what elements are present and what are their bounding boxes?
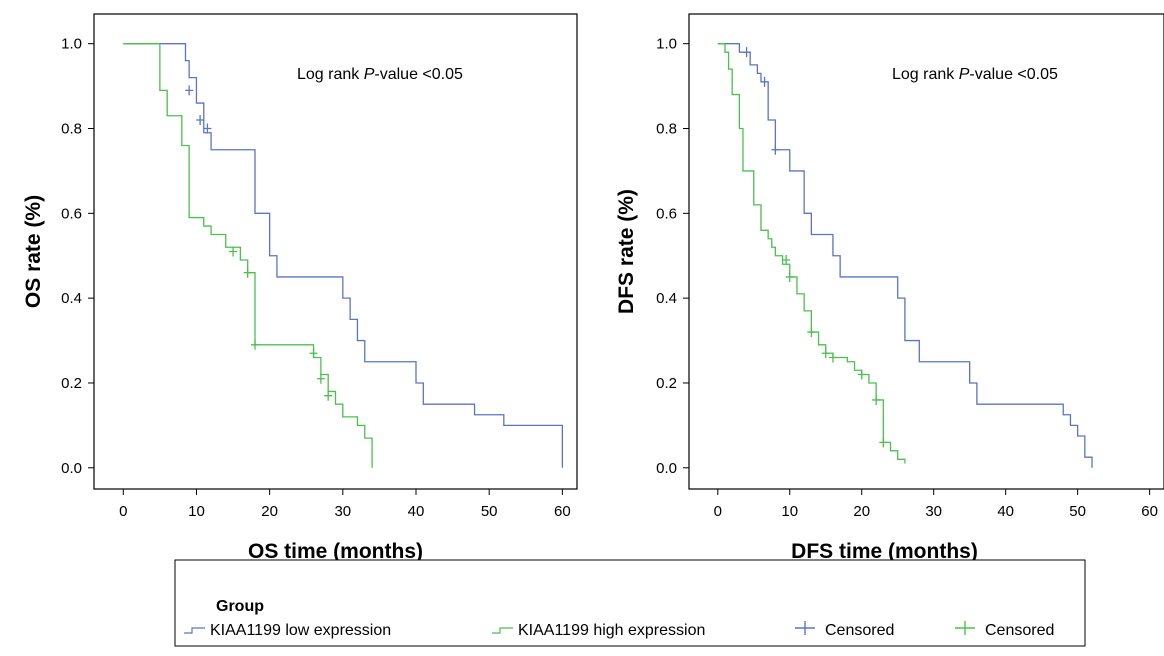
- legend-box: [174, 559, 1086, 647]
- annotation-suffix: -value <0.05: [969, 66, 1058, 83]
- os-x-axis-title: OS time (months): [248, 540, 423, 563]
- dfs-y-tick-label: 0.0: [656, 460, 677, 477]
- os-x-tick-label: 10: [188, 503, 205, 520]
- os-censor-mark-high: [243, 267, 252, 278]
- legend-censor-low-icon: [795, 621, 815, 635]
- dfs-x-tick-label: 0: [714, 503, 722, 520]
- dfs-plot-frame: [688, 13, 1164, 490]
- legend: Group KIAA1199 low expression KIAA1199 h…: [174, 559, 1086, 647]
- legend-label-low: KIAA1199 low expression: [210, 622, 391, 639]
- dfs-x-axis-title: DFS time (months): [791, 540, 978, 563]
- os-x-tick-label: 50: [481, 503, 498, 520]
- dfs-survival-curve-low: [717, 43, 1093, 468]
- os-y-tick-label: 0.0: [61, 460, 82, 477]
- dfs-censor-mark-high: [785, 271, 794, 282]
- os-x-tick-label: 30: [334, 503, 351, 520]
- os-survival-curve-high: [123, 43, 373, 468]
- os-y-tick-label: 0.6: [61, 205, 82, 222]
- annotation-italic: P: [959, 66, 970, 83]
- dfs-censor-mark-high: [879, 437, 888, 448]
- dfs-y-tick-label: 0.4: [656, 290, 677, 307]
- os-censor-mark-low: [203, 123, 212, 134]
- legend-label-censored-high: Censored: [985, 622, 1054, 639]
- dfs-y-tick-label: 0.2: [656, 375, 677, 392]
- dfs-x-tick-label: 40: [997, 503, 1014, 520]
- legend-label-censored-low: Censored: [825, 622, 894, 639]
- legend-label-high: KIAA1199 high expression: [518, 622, 705, 639]
- os-logrank-annotation: Log rank P-value <0.05: [297, 66, 463, 83]
- os-chart: 0 10 20 30 40 50 60 0.0 0.2 0.4 0.6 0.8 1.0 OS time (…: [22, 13, 578, 563]
- os-x-tick-label: 0: [119, 503, 127, 520]
- dfs-x-tick-label: 50: [1069, 503, 1086, 520]
- legend-swatch-low: [184, 627, 205, 634]
- os-y-tick-label: 0.8: [61, 121, 82, 138]
- dfs-x-tick-label: 10: [781, 503, 798, 520]
- os-y-tick-label: 0.2: [61, 375, 82, 392]
- legend-swatch-high: [492, 627, 513, 634]
- os-x-tick-label: 60: [554, 503, 571, 520]
- os-plot-frame: [93, 13, 578, 490]
- dfs-censor-mark-low: [771, 144, 780, 155]
- dfs-y-tick-label: 0.6: [656, 205, 677, 222]
- os-y-tick-label: 1.0: [61, 36, 82, 53]
- os-y-tick-label: 0.4: [61, 290, 82, 307]
- os-censor-mark-high: [251, 339, 259, 350]
- dfs-censor-mark-high: [807, 327, 816, 338]
- dfs-censor-mark-high: [872, 394, 881, 405]
- annotation-prefix: Log rank: [892, 66, 959, 83]
- dfs-censor-mark-high: [857, 369, 866, 380]
- dfs-censor-mark-high: [821, 348, 830, 359]
- os-censor-mark-high: [229, 246, 238, 257]
- dfs-censor-mark-low: [742, 47, 751, 58]
- dfs-y-tick-label: 1.0: [656, 36, 677, 53]
- os-y-axis-title: OS rate (%): [22, 195, 45, 308]
- dfs-x-tick-label: 20: [853, 503, 870, 520]
- dfs-logrank-annotation: Log rank P-value <0.05: [892, 66, 1058, 83]
- os-censor-mark-high: [309, 348, 318, 359]
- dfs-censor-mark-high: [828, 352, 837, 363]
- legend-title: Group: [216, 598, 264, 615]
- legend-item-censored-high: Censored: [955, 621, 1054, 639]
- legend-item-high: KIAA1199 high expression: [492, 622, 705, 639]
- legend-censor-high-icon: [955, 621, 975, 635]
- os-censor-mark-low: [196, 115, 205, 126]
- os-survival-curve-low: [123, 43, 564, 468]
- dfs-survival-curve-high: [717, 43, 906, 464]
- dfs-censor-mark-high: [782, 254, 791, 265]
- os-censor-mark-high: [324, 390, 333, 401]
- os-censor-mark-high: [316, 373, 325, 384]
- dfs-y-tick-label: 0.8: [656, 121, 677, 138]
- os-x-tick-label: 20: [261, 503, 278, 520]
- dfs-x-tick-label: 30: [925, 503, 942, 520]
- legend-item-censored-low: Censored: [795, 621, 894, 639]
- os-censor-mark-low: [185, 85, 194, 96]
- dfs-censor-mark-low: [760, 76, 769, 87]
- annotation-italic: P: [364, 66, 375, 83]
- os-x-tick-label: 40: [408, 503, 425, 520]
- dfs-chart: 0 10 20 30 40 50 60 0.0 0.2 0.4 0.6 0.8 1.0 DFS time …: [615, 13, 1164, 563]
- annotation-prefix: Log rank: [297, 66, 364, 83]
- dfs-y-axis-title: DFS rate (%): [615, 189, 638, 314]
- dfs-x-tick-label: 60: [1141, 503, 1158, 520]
- legend-item-low: KIAA1199 low expression: [184, 622, 391, 639]
- annotation-suffix: -value <0.05: [374, 66, 463, 83]
